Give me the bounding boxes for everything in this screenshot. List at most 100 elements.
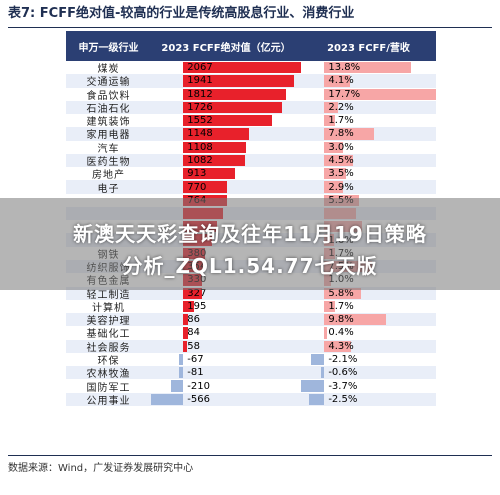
fcff-bar <box>179 353 184 366</box>
header-ratio: 2023 FCFF/营收 <box>327 42 410 54</box>
industry-cell: 食品饮料 <box>86 90 131 102</box>
fcff-bar <box>183 327 189 339</box>
ratio-bar <box>324 128 374 140</box>
fcff-bar <box>183 115 272 127</box>
fcff-bar <box>171 380 184 392</box>
table-row: 医药生物 1082 4.5% <box>66 153 436 168</box>
ratio-cell: 4.1% <box>301 74 436 87</box>
ratio-cell: 5.8% <box>301 287 436 300</box>
ratio-cell: 1.7% <box>301 114 436 127</box>
industry-cell: 房地产 <box>92 170 125 182</box>
fcff-value: 1812 <box>187 88 213 100</box>
ratio-value: 7.8% <box>328 128 354 140</box>
table-row: 计算机 195 1.7% <box>66 300 436 314</box>
fcff-bar <box>151 393 184 405</box>
table-row: 美容护理 86 9.8% <box>66 313 436 328</box>
fcff-cell: 913 <box>151 167 301 180</box>
fcff-bar <box>183 88 287 100</box>
fcff-bar <box>183 340 187 352</box>
ratio-bar <box>324 340 352 352</box>
table-row: 基础化工 84 0.4% <box>66 326 436 341</box>
fcff-value: 1108 <box>187 141 213 153</box>
ratio-bar <box>324 287 361 299</box>
fcff-bar <box>183 101 282 114</box>
ratio-bar <box>324 115 336 127</box>
industry-cell: 美容护理 <box>86 316 131 328</box>
fcff-value: -210 <box>187 380 210 392</box>
ratio-cell: 0.4% <box>301 326 436 339</box>
source-note: 数据来源：Wind，广发证券发展研究中心 <box>8 455 492 474</box>
fcff-value: 327 <box>187 287 207 299</box>
ratio-cell: 13.8% <box>301 61 436 74</box>
fcff-value: 1726 <box>187 101 213 113</box>
watermark-banner: 新澳天天彩查询及往年11月19日策略 分析_ZQL1.54.77七天版 <box>0 198 500 290</box>
table-row: 家用电器 1148 7.8% <box>66 127 436 142</box>
table-row: 房地产 913 3.5% <box>66 167 436 182</box>
table-row: 煤炭 2067 13.8% <box>66 61 436 76</box>
fcff-value: 84 <box>187 327 200 339</box>
industry-cell: 建筑装饰 <box>86 117 131 129</box>
industry-cell: 农林牧渔 <box>86 369 131 381</box>
fcff-bar <box>183 287 202 299</box>
fcff-cell: -566 <box>151 393 301 406</box>
ratio-cell: 4.5% <box>301 154 436 167</box>
industry-cell: 家用电器 <box>86 130 131 142</box>
ratio-bar <box>324 141 344 153</box>
ratio-value: 1.7% <box>328 115 354 127</box>
ratio-cell: 7.8% <box>301 127 436 140</box>
fcff-cell: 1812 <box>151 88 301 101</box>
ratio-bar <box>324 88 436 100</box>
ratio-value: -2.1% <box>328 353 358 365</box>
fcff-bar <box>178 367 184 379</box>
industry-cell: 汽车 <box>97 143 120 155</box>
fcff-bar <box>183 62 301 74</box>
ratio-value: -3.7% <box>328 380 358 392</box>
ratio-value: 4.1% <box>328 75 354 87</box>
fcff-value: 1082 <box>187 154 213 166</box>
table-row: 食品饮料 1812 17.7% <box>66 88 436 102</box>
table-row: 电子 770 2.9% <box>66 180 436 195</box>
table-row: 国防军工 -210 -3.7% <box>66 379 436 394</box>
fcff-cell: 195 <box>151 300 301 313</box>
industry-cell: 基础化工 <box>86 329 131 341</box>
ratio-value: 2.9% <box>328 181 354 193</box>
table-row: 社会服务 58 4.3% <box>66 339 436 354</box>
ratio-bar <box>324 168 347 180</box>
table-row: 环保 -67 -2.1% <box>66 353 436 367</box>
banner-line-2: 分析_ZQL1.54.77七天版 <box>122 254 378 278</box>
ratio-cell: -3.7% <box>301 379 436 392</box>
ratio-value: -2.5% <box>328 393 358 405</box>
industry-cell: 医药生物 <box>86 157 131 168</box>
ratio-cell: 17.7% <box>301 88 436 101</box>
industry-cell: 环保 <box>97 355 120 367</box>
table-row: 汽车 1108 3.0% <box>66 141 436 155</box>
ratio-cell: 9.8% <box>301 313 436 326</box>
ratio-cell: -0.6% <box>301 366 436 379</box>
fcff-cell: 327 <box>151 287 301 300</box>
fcff-value: 1941 <box>187 75 213 87</box>
ratio-bar <box>324 75 351 87</box>
ratio-cell: 3.0% <box>301 141 436 154</box>
ratio-bar <box>324 62 412 74</box>
ratio-cell: 4.3% <box>301 340 436 353</box>
fcff-bar <box>183 128 249 140</box>
industry-cell: 计算机 <box>92 302 125 314</box>
fcff-value: -566 <box>187 393 210 405</box>
banner-line-1: 新澳天天彩查询及往年11月19日策略 <box>73 222 427 246</box>
fcff-cell: -81 <box>151 366 301 379</box>
fcff-bar <box>183 154 245 167</box>
ratio-value: 3.0% <box>328 141 354 153</box>
ratio-bar <box>308 393 325 405</box>
ratio-bar <box>324 181 343 193</box>
ratio-value: 17.7% <box>328 88 361 100</box>
ratio-bar <box>311 353 325 366</box>
ratio-value: 4.3% <box>328 340 354 352</box>
industry-cell: 煤炭 <box>97 64 120 76</box>
fcff-bar <box>183 181 228 193</box>
fcff-cell: 86 <box>151 313 301 326</box>
header-fcff: 2023 FCFF绝对值（亿元） <box>161 42 291 54</box>
fcff-cell: 770 <box>151 180 301 193</box>
fcff-cell: 1941 <box>151 74 301 87</box>
ratio-bar <box>324 314 387 326</box>
report-title: 表7: FCFF绝对值-较高的行业是传统高股息行业、消费行业 <box>8 5 492 28</box>
